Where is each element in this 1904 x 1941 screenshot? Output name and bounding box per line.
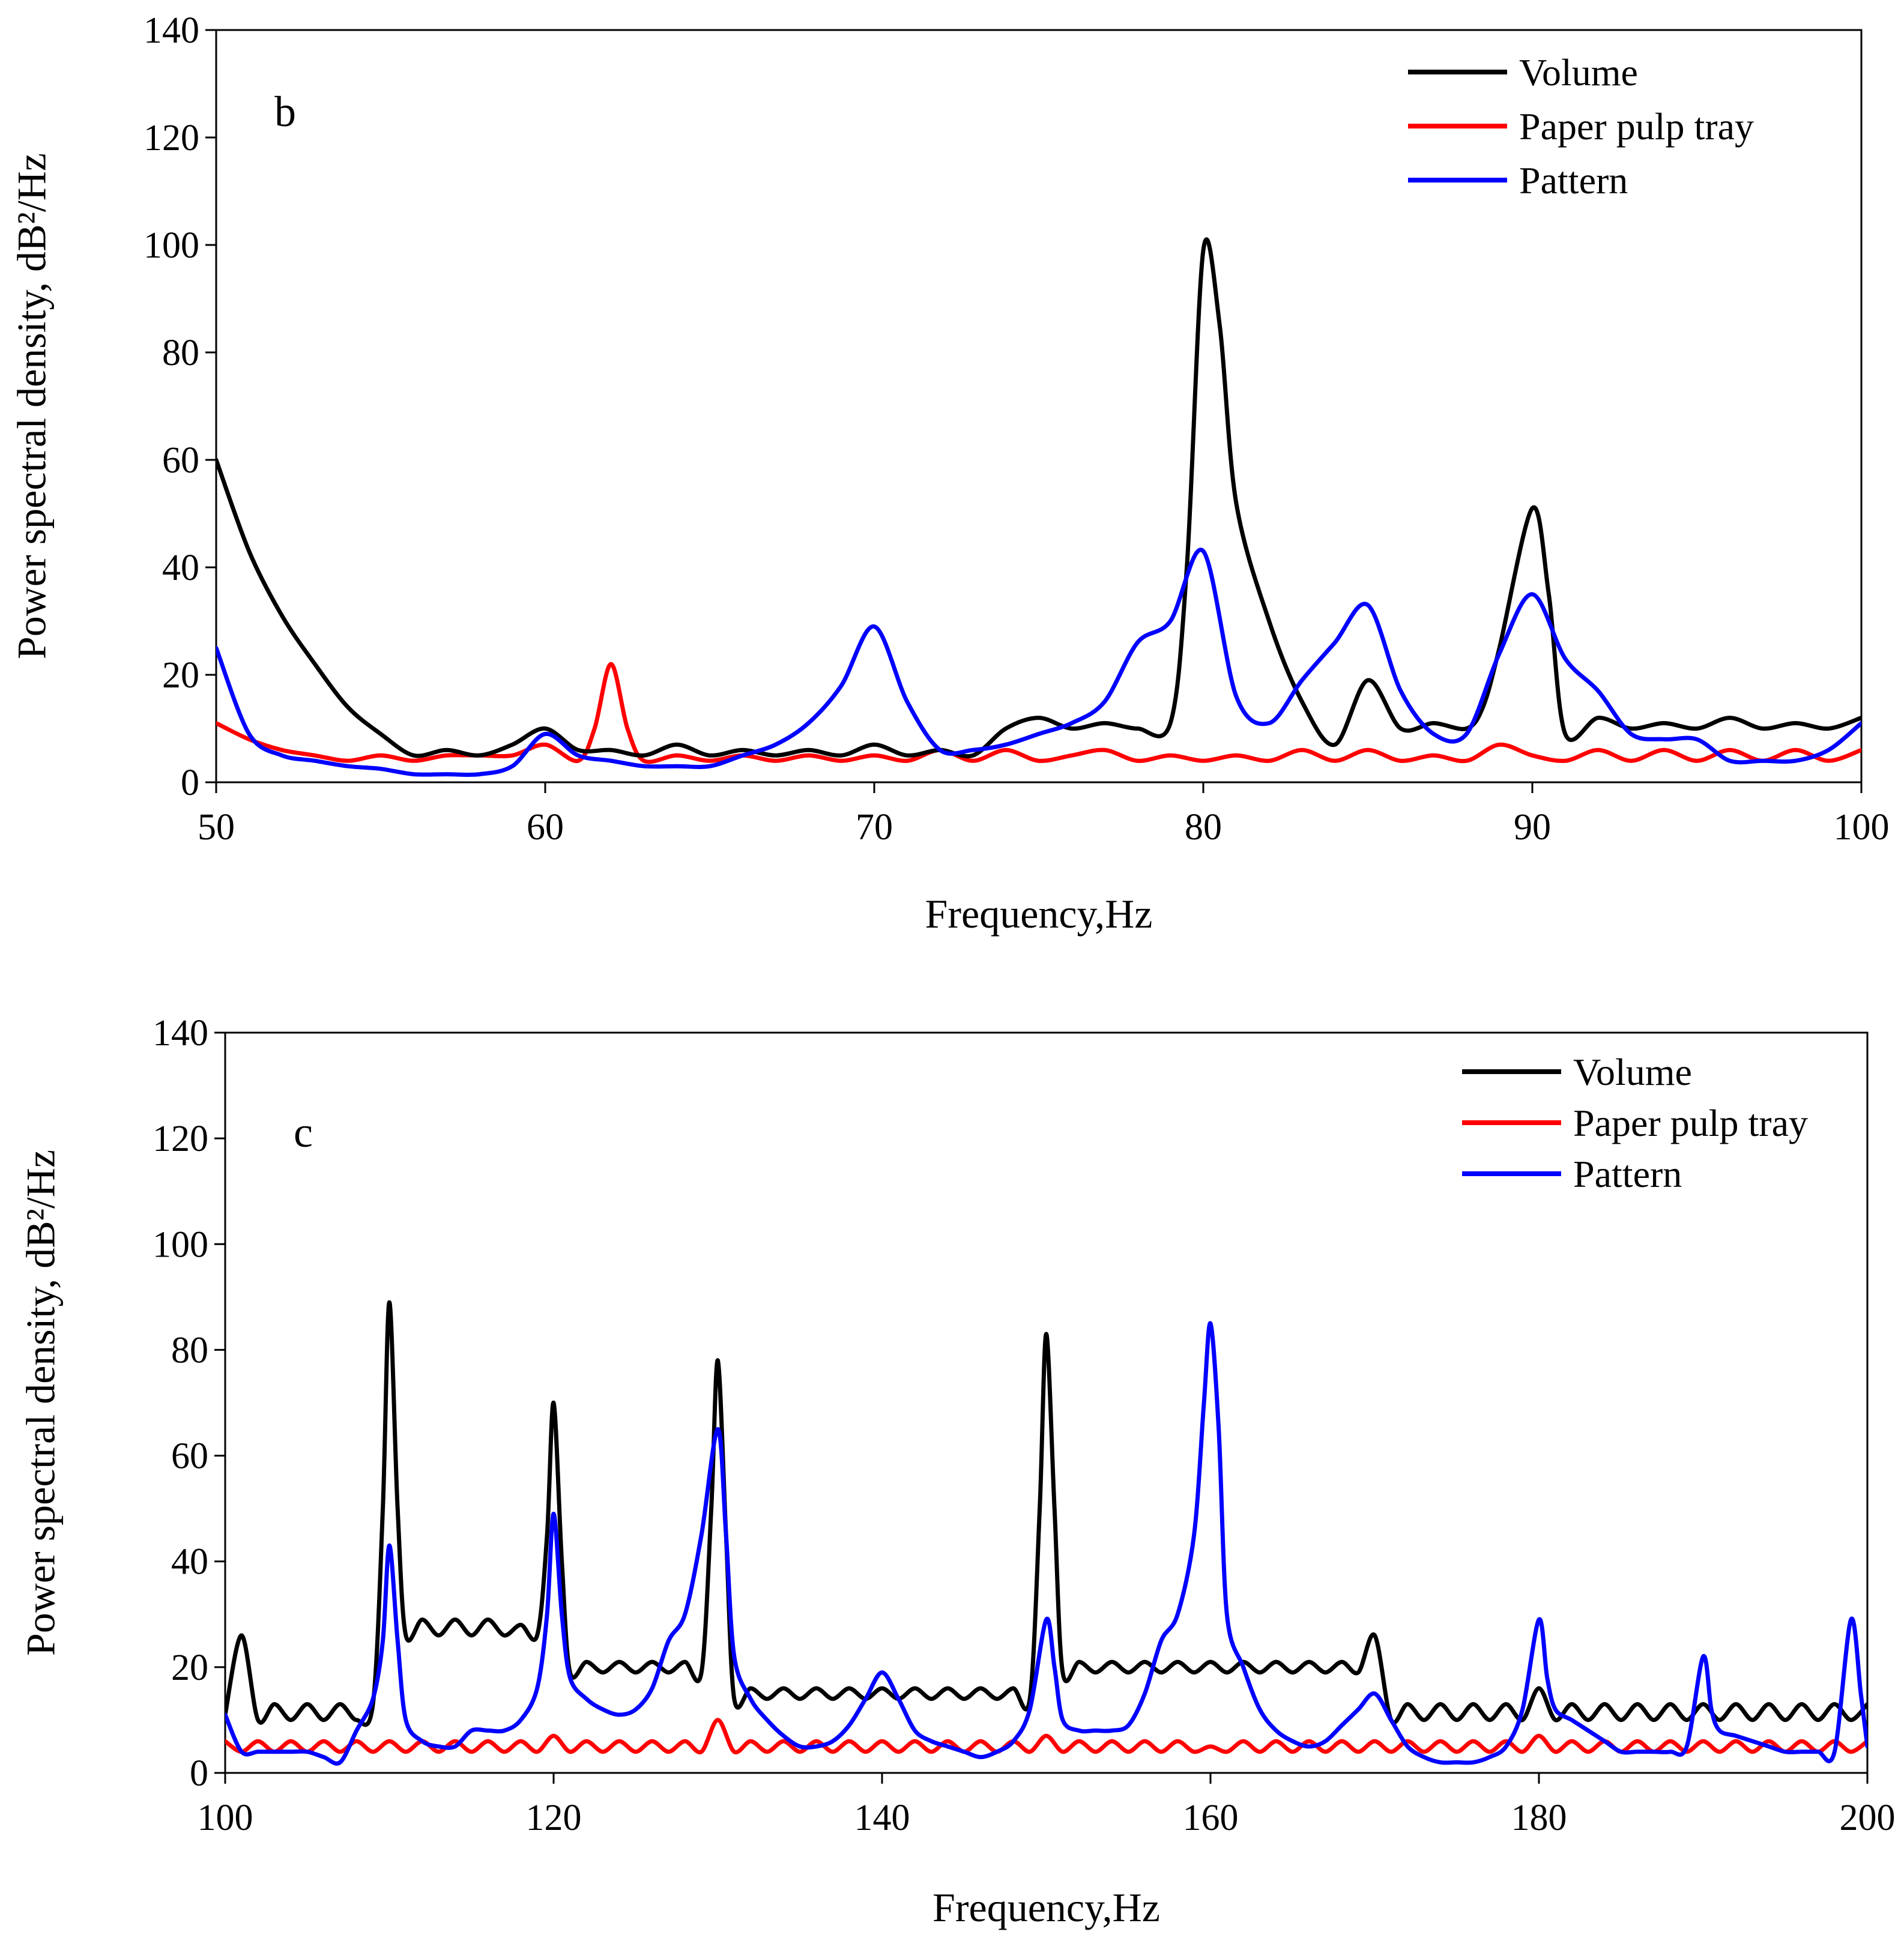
x-tick-label: 100 xyxy=(1834,807,1890,848)
y-tick-label: 140 xyxy=(153,1013,208,1054)
y-tick-label: 0 xyxy=(181,762,199,803)
legend-label: Paper pulp tray xyxy=(1573,1102,1808,1144)
series-line-paper-pulp-tray xyxy=(216,662,1861,764)
x-tick-label: 90 xyxy=(1514,807,1551,848)
y-tick-label: 80 xyxy=(171,1330,208,1371)
x-tick-label: 200 xyxy=(1840,1798,1896,1838)
y-tick-label: 140 xyxy=(144,10,199,51)
legend-label: Pattern xyxy=(1573,1153,1682,1195)
y-tick-label: 20 xyxy=(162,655,199,696)
y-tick-label: 100 xyxy=(144,225,199,266)
legend-label: Volume xyxy=(1519,51,1638,94)
legend-label: Volume xyxy=(1573,1051,1692,1093)
x-tick-label: 80 xyxy=(1185,807,1222,848)
panel-label: b xyxy=(274,88,296,136)
y-tick-label: 20 xyxy=(171,1647,208,1688)
series-line-volume xyxy=(225,1300,1867,1727)
x-tick-label: 70 xyxy=(856,807,893,848)
panel-label: c xyxy=(294,1108,313,1156)
y-axis-title: Power spectral density, dB²/Hz xyxy=(9,153,55,659)
x-axis-title: Frequency,Hz xyxy=(925,891,1153,937)
x-tick-label: 160 xyxy=(1183,1798,1239,1838)
legend-label: Paper pulp tray xyxy=(1519,105,1754,148)
y-tick-label: 80 xyxy=(162,333,199,373)
x-tick-label: 60 xyxy=(527,807,564,848)
y-tick-label: 40 xyxy=(162,548,199,588)
y-tick-label: 60 xyxy=(162,440,199,481)
x-tick-label: 100 xyxy=(198,1798,253,1838)
y-tick-label: 60 xyxy=(171,1436,208,1477)
series-line-pattern xyxy=(225,1321,1867,1766)
y-tick-label: 100 xyxy=(153,1224,208,1265)
x-tick-label: 180 xyxy=(1511,1798,1567,1838)
legend-label: Pattern xyxy=(1519,159,1628,202)
plot-frame xyxy=(224,1031,1869,1774)
x-tick-label: 140 xyxy=(854,1798,910,1838)
series-line-paper-pulp-tray xyxy=(225,1718,1867,1755)
x-tick-label: 50 xyxy=(198,807,235,848)
y-axis-title: Power spectral density, dB²/Hz xyxy=(18,1150,64,1656)
series-line-pattern xyxy=(216,548,1861,777)
y-tick-label: 0 xyxy=(190,1753,208,1794)
y-tick-label: 40 xyxy=(171,1542,208,1583)
y-tick-label: 120 xyxy=(153,1118,208,1159)
x-axis-title: Frequency,Hz xyxy=(932,1885,1160,1930)
plot-frame xyxy=(215,29,1863,783)
x-tick-label: 120 xyxy=(526,1798,582,1838)
y-tick-label: 120 xyxy=(144,118,199,158)
chart-panel-c: 100 120 140 160 180 200 0 20 40 60 80 100 120 140 Freq… xyxy=(18,1013,1896,1930)
chart-panel-b: 50 60 70 80 90 100 0 20 40 60 80 100 120 140 Frequency… xyxy=(9,10,1890,937)
